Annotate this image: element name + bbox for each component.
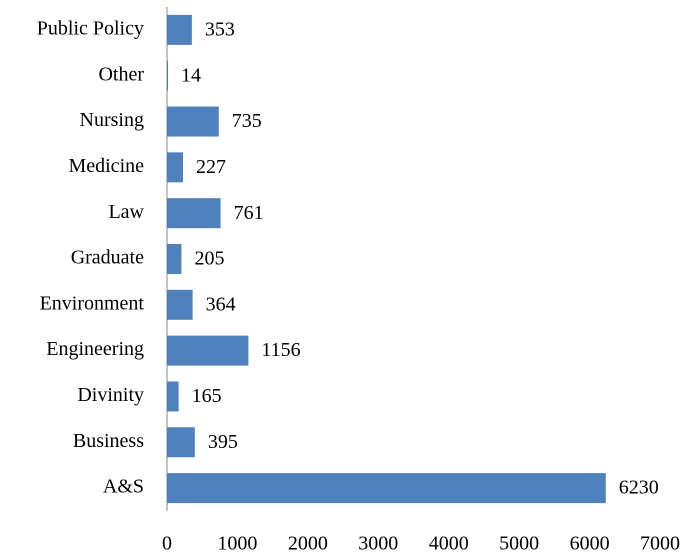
bar bbox=[167, 427, 195, 458]
y-tick-label: Graduate bbox=[71, 247, 144, 269]
y-tick-label: Medicine bbox=[68, 155, 144, 177]
y-tick-label: Engineering bbox=[46, 338, 144, 360]
x-tick-label: 2000 bbox=[288, 533, 328, 555]
value-label: 205 bbox=[194, 248, 224, 270]
x-tick-label: 7000 bbox=[640, 533, 680, 555]
bar bbox=[167, 14, 192, 45]
y-tick-label: A&S bbox=[103, 476, 144, 498]
x-tick-label: 6000 bbox=[570, 533, 610, 555]
bar bbox=[167, 60, 168, 91]
y-tick-label: Business bbox=[73, 430, 144, 452]
value-label: 353 bbox=[205, 19, 235, 41]
x-tick-label: 1000 bbox=[217, 533, 257, 555]
value-label: 6230 bbox=[619, 477, 659, 499]
x-tick-label: 4000 bbox=[429, 533, 469, 555]
y-tick-label: Environment bbox=[40, 292, 145, 314]
x-tick-label: 5000 bbox=[499, 533, 539, 555]
value-label: 395 bbox=[208, 431, 238, 453]
y-tick-label: Nursing bbox=[80, 109, 144, 131]
bar bbox=[167, 335, 249, 366]
bar bbox=[167, 473, 606, 504]
value-label: 761 bbox=[234, 202, 264, 224]
bar bbox=[167, 289, 193, 320]
bar bbox=[167, 152, 183, 183]
value-label: 735 bbox=[232, 110, 262, 132]
bar bbox=[167, 106, 219, 137]
bar bbox=[167, 381, 179, 412]
value-label: 364 bbox=[206, 293, 236, 315]
value-label: 1156 bbox=[261, 339, 300, 361]
y-tick-label: Public Policy bbox=[37, 18, 144, 40]
value-label: 227 bbox=[196, 156, 226, 178]
bar bbox=[167, 198, 221, 229]
y-tick-label: Law bbox=[108, 201, 144, 223]
bar bbox=[167, 244, 182, 274]
value-label: 14 bbox=[181, 64, 201, 86]
x-tick-label: 0 bbox=[162, 533, 172, 555]
x-tick-label: 3000 bbox=[358, 533, 398, 555]
y-tick-label: Other bbox=[98, 63, 144, 85]
value-label: 165 bbox=[192, 385, 222, 407]
y-tick-label: Divinity bbox=[77, 384, 144, 406]
